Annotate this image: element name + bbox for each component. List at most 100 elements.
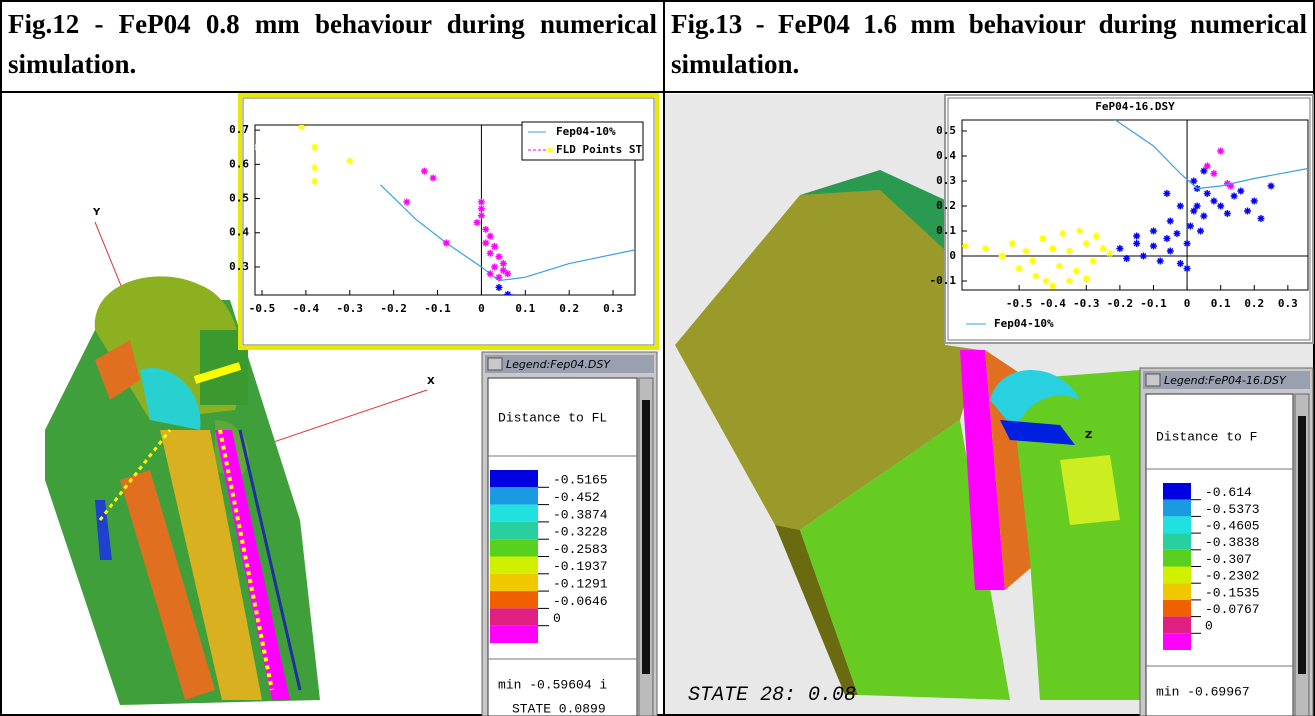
fld-point <box>1106 250 1113 257</box>
fld-point <box>478 212 485 219</box>
fld-point <box>962 243 969 250</box>
x-tick-label: 0 <box>1184 297 1191 310</box>
fld-point <box>487 270 494 277</box>
legend-label: -0.4605 <box>1205 519 1260 534</box>
fld-point <box>504 270 511 277</box>
legend-label: -0.5373 <box>1205 502 1260 517</box>
fld-point <box>482 240 489 247</box>
fld-point <box>1073 268 1080 275</box>
fld-point <box>1123 255 1130 262</box>
legend-label: -0.2583 <box>553 542 608 557</box>
fld-point <box>1163 235 1170 242</box>
legend-state: STATE 0.0899 <box>512 701 606 716</box>
y-tick-label: 0 <box>949 249 956 262</box>
fld-point <box>1042 278 1049 285</box>
axis-letter: Y <box>92 207 101 218</box>
fld-point <box>1210 170 1217 177</box>
fld-point <box>1244 208 1251 215</box>
fld-point <box>1217 203 1224 210</box>
fld-point <box>1150 243 1157 250</box>
legend-label: -0.0767 <box>1205 602 1260 617</box>
fld-point <box>495 253 502 260</box>
fld-point <box>1093 233 1100 240</box>
fld-point <box>1133 240 1140 247</box>
fld-point <box>1049 245 1056 252</box>
fld-point <box>1100 245 1107 252</box>
fld-point <box>443 240 450 247</box>
fld-point <box>311 178 318 185</box>
fld-point <box>1184 265 1191 272</box>
fld-point <box>311 164 318 171</box>
y-tick-label: 0.3 <box>936 174 956 187</box>
x-tick-label: -0.4 <box>1039 297 1066 310</box>
legend-label: -0.2302 <box>1205 569 1260 584</box>
fld-point <box>1022 248 1029 255</box>
fld-point <box>1197 228 1204 235</box>
x-tick-label: -0.2 <box>380 302 407 315</box>
y-tick-label: 0.5 <box>936 124 956 137</box>
x-tick-label: -0.3 <box>1073 297 1100 310</box>
legend-heading: Distance to F <box>1156 429 1257 444</box>
fld-point <box>1237 188 1244 195</box>
legend-swatch <box>1163 583 1191 600</box>
legend-swatch <box>490 574 538 591</box>
fld-point <box>1187 223 1194 230</box>
fld-point <box>1163 190 1170 197</box>
fld-point <box>478 205 485 212</box>
legend-swatch <box>490 539 538 556</box>
legend-swatch <box>490 591 538 608</box>
fld-point <box>1016 265 1023 272</box>
legend-label: FLD Points ST <box>556 143 642 156</box>
legend-swatch <box>1163 516 1191 533</box>
figure-canvas: YX-0.5-0.4-0.3-0.2-0.100.10.20.30.30.40.… <box>0 0 1315 716</box>
x-tick-label: -0.1 <box>1140 297 1167 310</box>
y-tick-label: 0.2 <box>936 199 956 212</box>
x-tick-label: -0.5 <box>1006 297 1033 310</box>
legend-swatch <box>1163 533 1191 550</box>
legend-label: -0.1291 <box>553 577 608 592</box>
fld-point <box>1029 258 1036 265</box>
fld-point <box>1133 233 1140 240</box>
x-tick-label: -0.3 <box>337 302 364 315</box>
fld-point <box>1200 168 1207 175</box>
legend-star <box>547 147 554 154</box>
fld-point <box>403 198 410 205</box>
x-tick-label: 0.3 <box>603 302 623 315</box>
fld-point <box>1217 148 1224 155</box>
fld-point <box>1194 203 1201 210</box>
x-tick-label: -0.4 <box>293 302 320 315</box>
y-tick-label: -0.1 <box>930 274 957 287</box>
window-button <box>1146 374 1160 386</box>
fld-point <box>1210 198 1217 205</box>
legend-swatch <box>1163 550 1191 567</box>
fld-point <box>311 144 318 151</box>
legend-swatch <box>490 505 538 522</box>
legend-swatch <box>1163 600 1191 617</box>
legend-label: -0.1937 <box>553 559 608 574</box>
fld-point <box>1066 278 1073 285</box>
legend-heading: Distance to FL <box>498 410 607 425</box>
legend-label: -0.3228 <box>553 525 608 540</box>
fld-point <box>1177 203 1184 210</box>
fld-point <box>495 274 502 281</box>
legend-window-title: Legend:FeP04-16.DSY <box>1164 374 1287 387</box>
fld-point <box>1049 283 1056 290</box>
x-tick-label: 0.2 <box>559 302 579 315</box>
fld-point <box>482 226 489 233</box>
fld-point <box>1200 213 1207 220</box>
fld-point <box>495 284 502 291</box>
legend-window-title: Legend:Fep04.DSY <box>506 358 611 371</box>
fld-point <box>500 260 507 267</box>
legend-swatch <box>1163 617 1191 634</box>
fld-point <box>1204 190 1211 197</box>
fld-point <box>474 219 481 226</box>
fld-point <box>1204 163 1211 170</box>
fld-point <box>1167 248 1174 255</box>
legend-swatch <box>1163 483 1191 500</box>
legend-swatch <box>490 608 538 625</box>
legend-swatch <box>1163 500 1191 517</box>
fld-point <box>491 243 498 250</box>
scroll-thumb <box>1298 416 1306 674</box>
legend-label: Fep04-10% <box>556 125 616 138</box>
x-tick-label: 0 <box>478 302 485 315</box>
